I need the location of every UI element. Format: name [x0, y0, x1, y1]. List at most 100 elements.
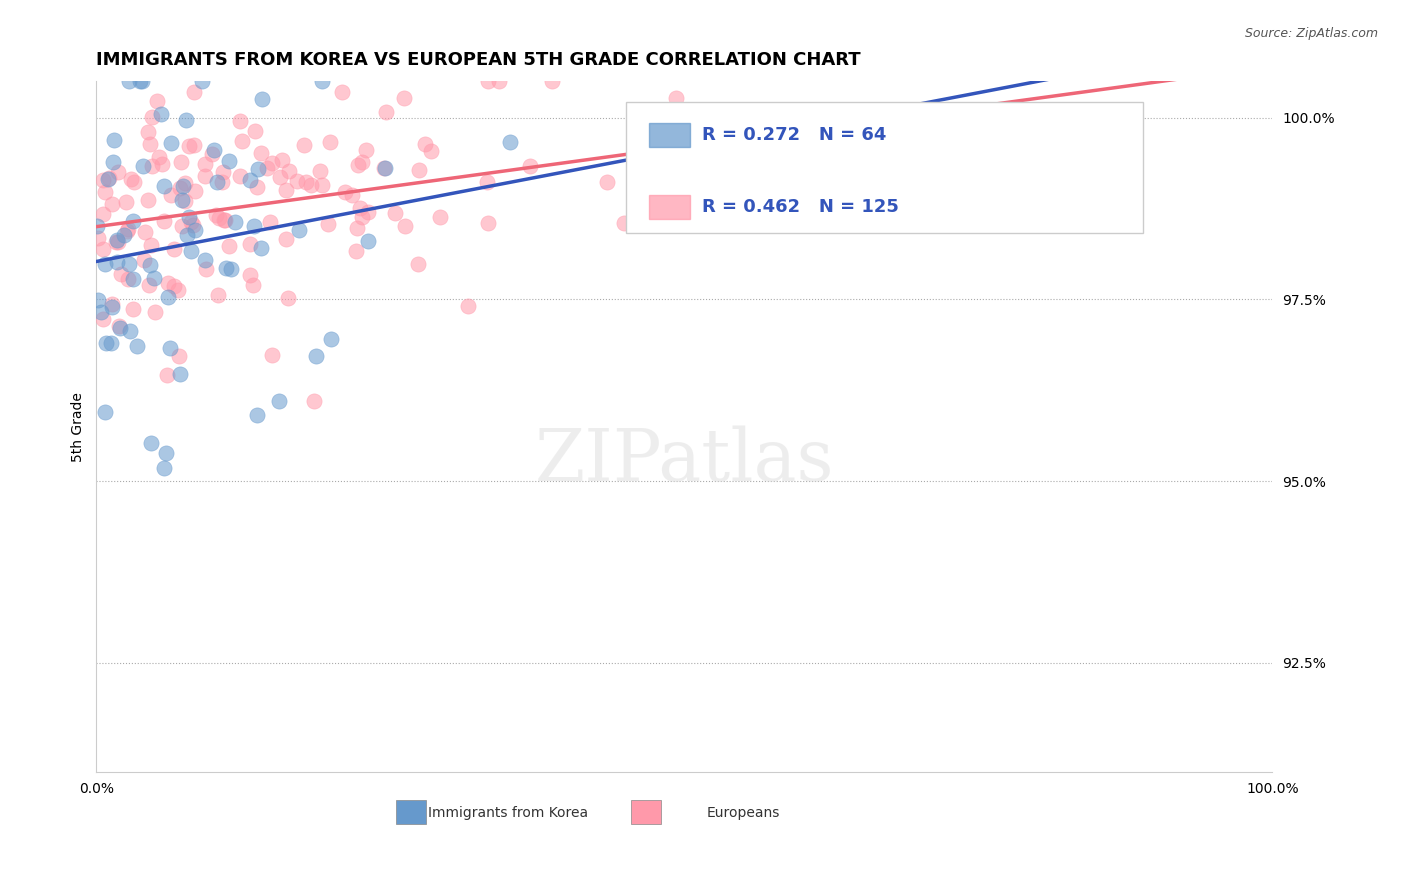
Point	[167, 284, 190, 298]
Point	[595, 175, 617, 189]
Point	[295, 176, 318, 190]
Point	[212, 165, 235, 179]
Bar	[396, 799, 426, 824]
Point	[269, 169, 291, 184]
Point	[208, 211, 231, 225]
Point	[183, 138, 205, 153]
Point	[105, 233, 128, 247]
Point	[117, 221, 139, 235]
Point	[346, 220, 368, 235]
Point	[246, 408, 269, 422]
Point	[146, 94, 169, 108]
Point	[97, 172, 120, 186]
Point	[153, 461, 176, 475]
Point	[169, 154, 191, 169]
Point	[259, 215, 281, 229]
Point	[224, 215, 246, 229]
Point	[541, 74, 564, 88]
Point	[97, 171, 120, 186]
Point	[429, 210, 451, 224]
Point	[250, 145, 273, 160]
Point	[155, 446, 177, 460]
Point	[274, 232, 297, 246]
Point	[477, 216, 499, 230]
Point	[242, 278, 264, 293]
Point	[159, 341, 181, 355]
Point	[127, 339, 149, 353]
Point	[163, 242, 186, 256]
Point	[91, 312, 114, 326]
Point	[299, 178, 322, 192]
Point	[408, 257, 430, 271]
Point	[150, 107, 173, 121]
Point	[349, 201, 371, 215]
Point	[91, 207, 114, 221]
Point	[134, 253, 156, 268]
Point	[316, 217, 339, 231]
Point	[321, 332, 343, 346]
Point	[347, 158, 370, 172]
Point	[153, 178, 176, 193]
Point	[194, 157, 217, 171]
Point	[384, 205, 406, 219]
Point	[305, 350, 328, 364]
Point	[309, 164, 332, 178]
Point	[352, 154, 374, 169]
Point	[124, 175, 146, 189]
Point	[239, 237, 262, 252]
Point	[121, 214, 143, 228]
Point	[91, 173, 114, 187]
Point	[288, 223, 311, 237]
Point	[276, 183, 298, 197]
Point	[211, 175, 233, 189]
Point	[194, 169, 217, 183]
Point	[94, 405, 117, 419]
Point	[184, 184, 207, 198]
Point	[118, 257, 141, 271]
Point	[139, 259, 162, 273]
Point	[94, 185, 117, 199]
Point	[87, 293, 110, 307]
Point	[156, 368, 179, 382]
Point	[118, 74, 141, 88]
Point	[138, 277, 160, 292]
Point	[139, 137, 162, 152]
Point	[665, 91, 688, 105]
Point	[243, 124, 266, 138]
FancyBboxPatch shape	[626, 102, 1143, 234]
Point	[172, 179, 194, 194]
Point	[229, 169, 252, 184]
Point	[243, 219, 266, 234]
Point	[488, 74, 510, 88]
Bar	[631, 799, 661, 824]
Point	[129, 74, 152, 88]
Point	[207, 288, 229, 302]
Point	[613, 216, 636, 230]
Point	[269, 394, 291, 409]
Point	[132, 160, 155, 174]
Point	[160, 188, 183, 202]
Point	[262, 156, 284, 170]
Point	[408, 162, 430, 177]
Point	[122, 301, 145, 316]
Point	[141, 238, 163, 252]
Point	[174, 113, 197, 128]
Point	[194, 253, 217, 268]
Point	[214, 213, 236, 227]
Point	[252, 93, 274, 107]
Bar	[650, 195, 690, 219]
Point	[246, 179, 269, 194]
Point	[169, 367, 191, 381]
Point	[117, 224, 139, 238]
Bar	[650, 123, 690, 147]
Point	[108, 319, 131, 334]
Point	[153, 213, 176, 227]
Point	[167, 349, 190, 363]
Point	[250, 241, 273, 255]
Point	[172, 219, 194, 233]
Point	[162, 279, 184, 293]
Text: Immigrants from Korea: Immigrants from Korea	[427, 806, 588, 821]
Point	[477, 74, 499, 88]
Point	[218, 153, 240, 168]
Point	[215, 260, 238, 275]
